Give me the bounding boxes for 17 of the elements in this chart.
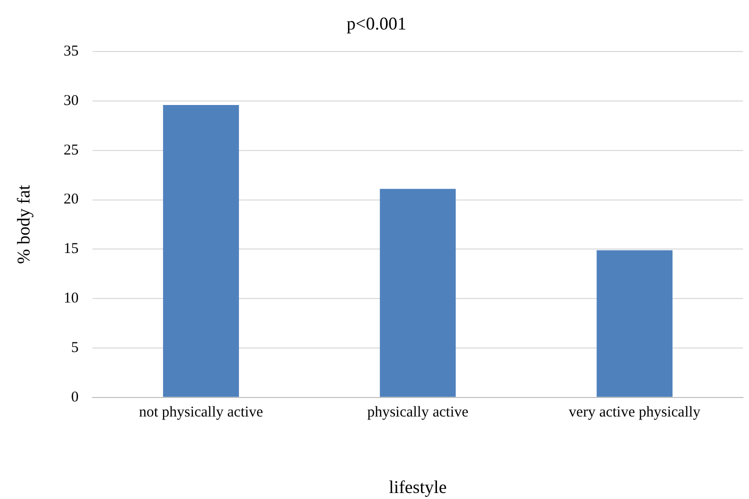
y-tick-label: 30 xyxy=(64,92,79,109)
x-axis-title: lifestyle xyxy=(388,476,447,497)
y-tick-label: 35 xyxy=(64,44,79,60)
x-tick-label: very active physically xyxy=(568,404,701,420)
bar xyxy=(163,104,239,397)
chart-title: p<0.001 xyxy=(346,14,406,34)
x-tick-label: not physically active xyxy=(138,404,264,420)
x-tick-label: physically active xyxy=(367,404,469,420)
bar xyxy=(380,188,456,397)
bar xyxy=(596,250,673,397)
y-tick-label: 20 xyxy=(64,192,79,208)
y-axis-title: % body fat xyxy=(14,185,34,264)
y-tick-label: 5 xyxy=(71,340,79,356)
y-tick-label: 25 xyxy=(64,142,79,158)
y-tick-label: 10 xyxy=(64,290,79,307)
y-tick-label: 0 xyxy=(71,389,79,406)
y-tick-label: 15 xyxy=(64,241,79,258)
